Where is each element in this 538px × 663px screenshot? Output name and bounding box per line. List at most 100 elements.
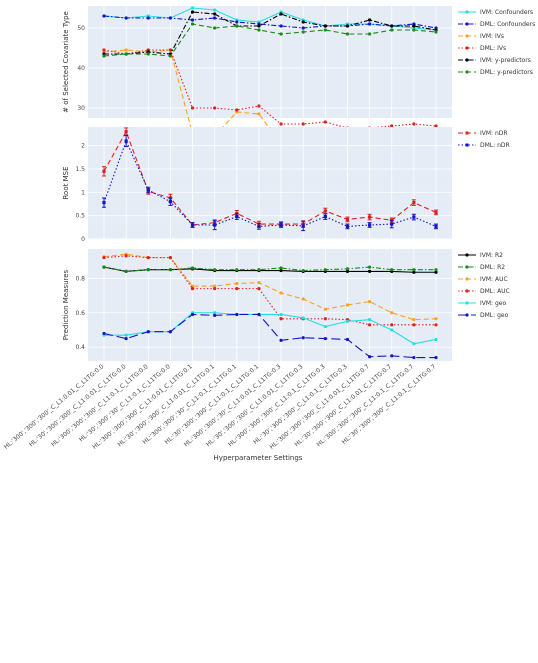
series-dml-geo xyxy=(102,312,438,360)
legend: IVM: nDR DML: nDR xyxy=(458,130,510,149)
data-point xyxy=(368,18,372,22)
legend-marker xyxy=(465,58,469,62)
data-point xyxy=(213,268,217,272)
data-point xyxy=(390,24,394,28)
series-line xyxy=(104,11,437,55)
legend: IVM: R2 DML: R2 IVM: AUC DML: AUC IVM: geo DM… xyxy=(458,252,510,319)
data-point xyxy=(257,287,261,291)
data-point xyxy=(235,268,239,272)
legend-marker xyxy=(465,143,469,147)
data-point xyxy=(257,104,261,108)
data-point xyxy=(257,312,261,317)
data-point xyxy=(301,297,305,301)
data-point xyxy=(124,269,128,273)
data-point xyxy=(102,201,106,205)
data-point xyxy=(434,355,438,360)
data-point xyxy=(412,24,416,28)
data-point xyxy=(390,124,394,128)
y-tick-label: 2 xyxy=(81,143,85,150)
y-tick-label: 40 xyxy=(77,65,85,72)
data-point xyxy=(279,223,283,227)
data-point xyxy=(434,317,438,321)
data-point xyxy=(368,299,372,304)
data-point xyxy=(412,342,416,346)
data-point xyxy=(323,215,327,219)
data-point xyxy=(434,270,438,274)
data-point xyxy=(390,28,394,32)
y-tick-label: 0 xyxy=(81,236,85,243)
legend-marker xyxy=(465,70,469,74)
data-point xyxy=(124,130,128,134)
data-point xyxy=(368,32,372,36)
data-point xyxy=(213,26,217,30)
legend: IVM: Confounders DML: Confounders IVM: IVs… xyxy=(458,9,535,76)
data-point xyxy=(345,224,350,228)
data-point xyxy=(235,312,239,317)
data-point xyxy=(279,32,283,36)
data-point xyxy=(190,10,195,14)
legend-label: IVM: nDR xyxy=(480,130,508,137)
series-line xyxy=(103,130,437,226)
data-point xyxy=(412,268,416,272)
legend-label: DML: Confounders xyxy=(480,21,535,28)
subplot-prediction-measures: 0.4 0.6 0.8 Prediction Measures IVM: R2 DML: … xyxy=(62,249,510,361)
data-point xyxy=(257,24,261,28)
legend-label: DML: IVs xyxy=(480,45,506,52)
data-point xyxy=(323,120,327,124)
data-point xyxy=(323,307,327,311)
data-point xyxy=(412,270,416,274)
data-point xyxy=(412,122,416,126)
subplot-root-mse: 0 0.5 1 1.5 2 Root MSE IVM: nDR DML: nDR xyxy=(62,127,510,243)
legend-marker xyxy=(465,22,469,26)
y-tick-label: 30 xyxy=(77,105,85,112)
data-point xyxy=(279,24,283,28)
data-point xyxy=(345,24,350,28)
legend-label: IVM: IVs xyxy=(480,33,504,40)
legend-label: IVM: y-predictors xyxy=(480,57,531,64)
data-point xyxy=(190,22,195,26)
data-point xyxy=(235,24,239,28)
data-point xyxy=(213,313,217,317)
data-point xyxy=(279,338,283,342)
data-point xyxy=(279,291,283,295)
data-point xyxy=(412,28,416,32)
data-point xyxy=(345,303,350,307)
legend-label: IVM: geo xyxy=(480,300,506,307)
data-point xyxy=(257,28,261,32)
data-point xyxy=(235,215,239,219)
data-point xyxy=(368,318,372,322)
data-point xyxy=(124,139,128,143)
data-point xyxy=(146,188,150,192)
data-point xyxy=(168,16,172,20)
data-point xyxy=(235,20,239,24)
data-point xyxy=(345,217,350,221)
legend-marker xyxy=(465,313,469,317)
data-point xyxy=(279,317,283,321)
data-point xyxy=(168,200,172,204)
data-point xyxy=(146,330,150,334)
data-point xyxy=(412,201,416,205)
series-line xyxy=(103,313,436,359)
plot-background xyxy=(88,6,452,118)
data-point xyxy=(168,54,172,58)
data-point xyxy=(102,14,106,18)
data-point xyxy=(345,32,350,36)
data-point xyxy=(168,330,172,334)
data-point xyxy=(390,222,394,226)
legend-label: IVM: R2 xyxy=(480,252,503,259)
data-point xyxy=(146,52,150,56)
legend-label: DML: AUC xyxy=(480,288,510,295)
legend-marker xyxy=(465,301,469,305)
y-tick-label: 1.5 xyxy=(75,166,85,173)
data-point xyxy=(102,265,106,269)
legend-marker xyxy=(465,265,469,269)
x-tick-labels: HL:'300','300','300'_C_L1:0.01_C_L1TG:0.… xyxy=(3,363,438,451)
data-point xyxy=(434,210,438,214)
data-point xyxy=(190,6,195,10)
data-point xyxy=(345,269,350,273)
data-point xyxy=(168,48,172,52)
y-axis-title: # of Selected Covariate Type xyxy=(62,11,70,113)
data-point xyxy=(235,281,239,286)
series-dml-ndr xyxy=(102,134,438,232)
